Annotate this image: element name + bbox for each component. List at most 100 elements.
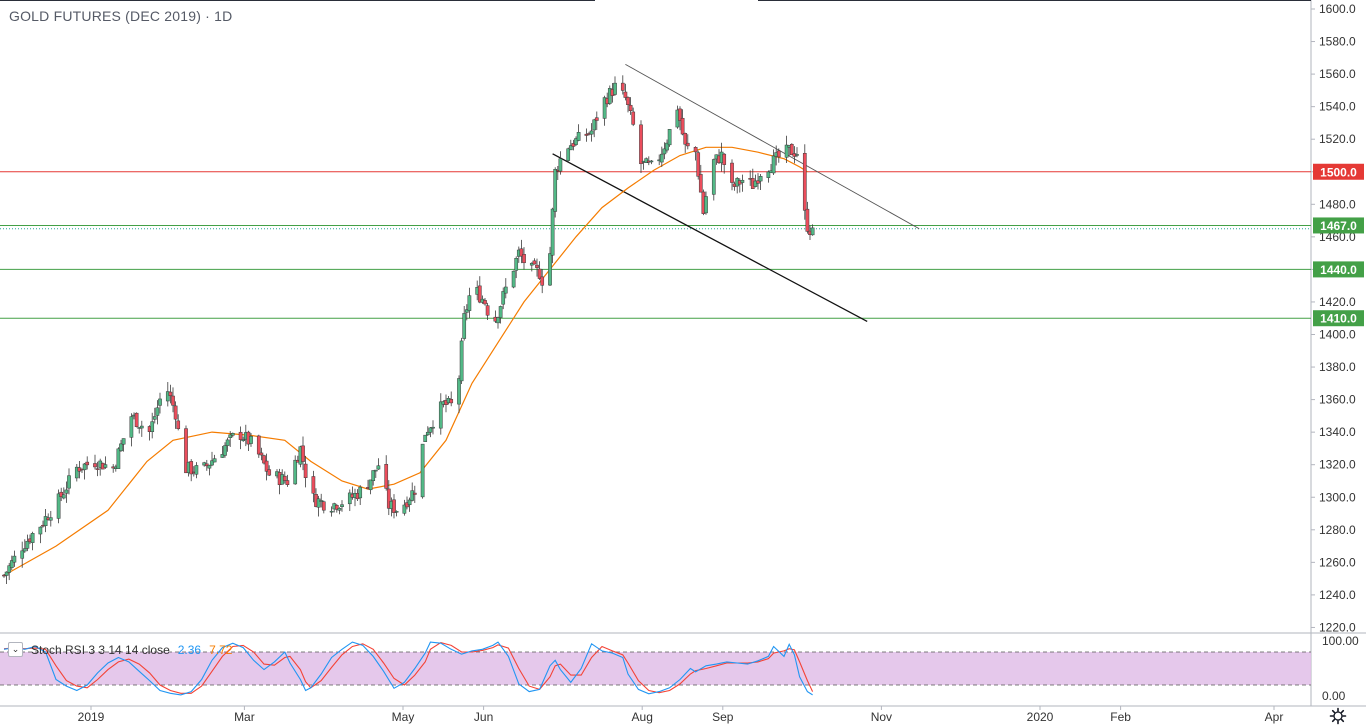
candle bbox=[384, 455, 389, 491]
price-tick-label: 1540.0 bbox=[1319, 100, 1356, 114]
candle-body bbox=[20, 550, 25, 559]
candle bbox=[220, 446, 225, 458]
candle-body bbox=[74, 466, 79, 479]
candle-body bbox=[43, 516, 48, 526]
candle-body bbox=[639, 124, 643, 165]
candle-body bbox=[571, 143, 576, 147]
candle bbox=[522, 247, 526, 270]
candle bbox=[620, 75, 625, 95]
time-tick-label: Aug bbox=[632, 710, 653, 724]
candle-body bbox=[680, 117, 685, 135]
indicator-d-value: 7.72 bbox=[209, 642, 233, 657]
candle-body bbox=[316, 498, 321, 508]
time-axis[interactable]: 2019 Mar May Jun Aug Sep Nov 2020 Feb Apr bbox=[78, 706, 1284, 724]
candle-body bbox=[155, 407, 160, 416]
candle bbox=[316, 495, 321, 517]
candle bbox=[368, 479, 373, 495]
candle-body bbox=[321, 501, 326, 511]
candle-body bbox=[48, 517, 53, 521]
candle-body bbox=[241, 439, 246, 442]
candle bbox=[264, 453, 269, 481]
candle-body bbox=[503, 286, 508, 294]
candle bbox=[61, 487, 66, 500]
gear-icon[interactable] bbox=[1329, 707, 1347, 725]
candle bbox=[425, 426, 430, 437]
candle-body bbox=[225, 439, 230, 446]
stoch-k-line bbox=[3, 641, 813, 696]
price-tag-label: 1500.0 bbox=[1320, 165, 1357, 179]
chevron-down-icon[interactable]: ⌄ bbox=[8, 642, 23, 657]
price-tick-label: 1600.0 bbox=[1319, 2, 1356, 16]
candle bbox=[766, 170, 771, 183]
indicator-legend[interactable]: ⌄ Stoch RSI 3 3 14 14 close 2.36 7.72 bbox=[8, 641, 232, 658]
candle-body bbox=[371, 470, 376, 482]
candle bbox=[64, 481, 69, 503]
candle-body bbox=[311, 476, 316, 494]
candle-body bbox=[329, 510, 334, 513]
candle-body bbox=[204, 463, 209, 467]
candle bbox=[693, 146, 698, 161]
candle-body bbox=[301, 445, 305, 462]
price-tick-label: 1360.0 bbox=[1319, 393, 1356, 407]
candle-body bbox=[594, 117, 599, 121]
candle-body bbox=[173, 405, 178, 420]
candle bbox=[119, 439, 123, 452]
price-tick-label: 1420.0 bbox=[1319, 295, 1356, 309]
candle-body bbox=[511, 270, 516, 288]
candle-body bbox=[810, 227, 815, 236]
moving-average bbox=[3, 146, 808, 576]
candle bbox=[152, 407, 157, 424]
price-tick-label: 1300.0 bbox=[1319, 490, 1356, 504]
candle-body bbox=[550, 208, 555, 256]
candle bbox=[496, 316, 500, 329]
candle bbox=[337, 507, 342, 515]
stoch-rsi-pane bbox=[0, 641, 1311, 696]
trendlines[interactable] bbox=[552, 63, 920, 323]
candle bbox=[189, 459, 194, 482]
horizontal-levels[interactable] bbox=[0, 171, 1311, 319]
candle bbox=[553, 167, 558, 218]
candle-body bbox=[223, 445, 227, 456]
candle bbox=[30, 531, 35, 551]
candle bbox=[25, 534, 30, 552]
candle-body bbox=[662, 148, 667, 155]
price-tick-label: 1380.0 bbox=[1319, 360, 1356, 374]
candle bbox=[230, 432, 235, 438]
candle-body bbox=[805, 208, 810, 232]
candle-body bbox=[293, 459, 298, 485]
candle-body bbox=[592, 119, 597, 131]
candle bbox=[511, 270, 516, 289]
time-tick-label: Nov bbox=[871, 710, 892, 724]
price-axis[interactable]: 1600.0 1580.0 1560.0 1540.0 1520.0 1500.0 1480… bbox=[1311, 2, 1359, 703]
candle-body bbox=[584, 133, 589, 136]
candle bbox=[659, 146, 664, 167]
candle-body bbox=[7, 565, 12, 573]
candle-body bbox=[425, 431, 430, 436]
candle bbox=[134, 412, 139, 428]
candle-body bbox=[30, 533, 35, 543]
candle-body bbox=[119, 443, 123, 452]
candle-body bbox=[519, 248, 524, 257]
price-tick-label: 1560.0 bbox=[1319, 67, 1356, 81]
candle-body bbox=[373, 469, 378, 472]
candle bbox=[103, 456, 108, 469]
candle-body bbox=[566, 148, 571, 161]
candle bbox=[535, 258, 539, 277]
candle bbox=[649, 159, 654, 165]
candle bbox=[558, 151, 563, 175]
time-tick-label: Sep bbox=[712, 710, 734, 724]
candle-body bbox=[256, 435, 261, 455]
candle-body bbox=[12, 555, 17, 563]
candle-body bbox=[613, 82, 617, 95]
time-tick-label: Jun bbox=[474, 710, 493, 724]
candle-body bbox=[85, 461, 90, 466]
candle-body bbox=[589, 130, 594, 135]
candle bbox=[771, 149, 776, 176]
candle-body bbox=[740, 179, 745, 183]
candle-body bbox=[802, 152, 807, 211]
candle bbox=[805, 201, 810, 234]
candle-body bbox=[230, 433, 235, 436]
candle-body bbox=[631, 111, 636, 125]
candle bbox=[704, 191, 708, 215]
